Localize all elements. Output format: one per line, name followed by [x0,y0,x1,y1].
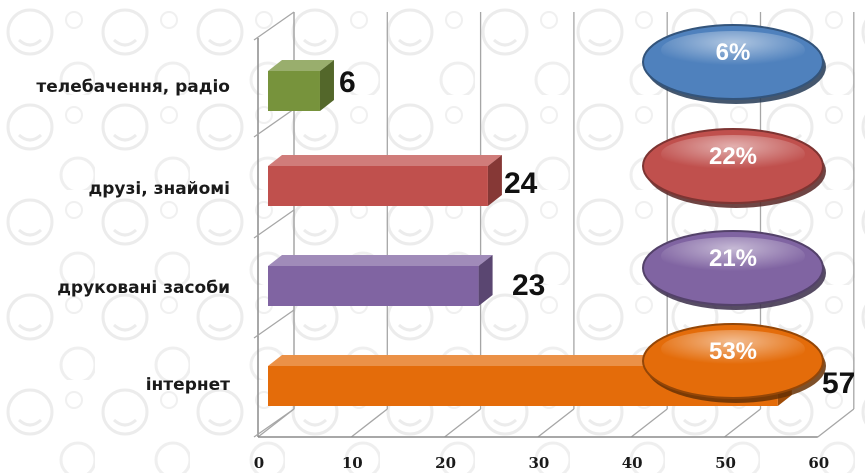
percent-label-2: 21% [709,245,757,272]
x-tick-label-40: 40 [622,454,643,472]
category-label-2: друковані засоби [57,278,230,298]
bar-0 [268,71,320,111]
x-tick-label-30: 30 [528,454,549,472]
bar-1 [268,166,488,206]
percent-badge-0: 6% [643,25,826,104]
percent-badge-2: 21% [643,231,826,310]
x-tick-label-0: 0 [254,454,264,472]
bar-top-2 [268,255,493,266]
x-tick-label-60: 60 [808,454,829,472]
x-tick-label-10: 10 [342,454,363,472]
percent-label-0: 6% [716,39,751,66]
bar-top-1 [268,155,502,166]
category-label-1: друзі, знайомі [89,179,230,199]
category-label-0: телебачення, радіо [36,77,230,97]
x-tick-label-50: 50 [715,454,736,472]
percent-badge-1: 22% [643,129,826,208]
x-tick-label-20: 20 [435,454,456,472]
category-label-3: інтернет [146,375,230,395]
value-label-2: 23 [512,269,545,302]
percent-badge-3: 53% [643,324,826,403]
percent-label-3: 53% [709,338,757,365]
value-label-1: 24 [504,167,538,200]
bar-2 [268,266,479,306]
value-label-0: 6 [339,66,356,99]
percent-label-1: 22% [709,143,757,170]
value-label-3: 57 [822,367,855,400]
